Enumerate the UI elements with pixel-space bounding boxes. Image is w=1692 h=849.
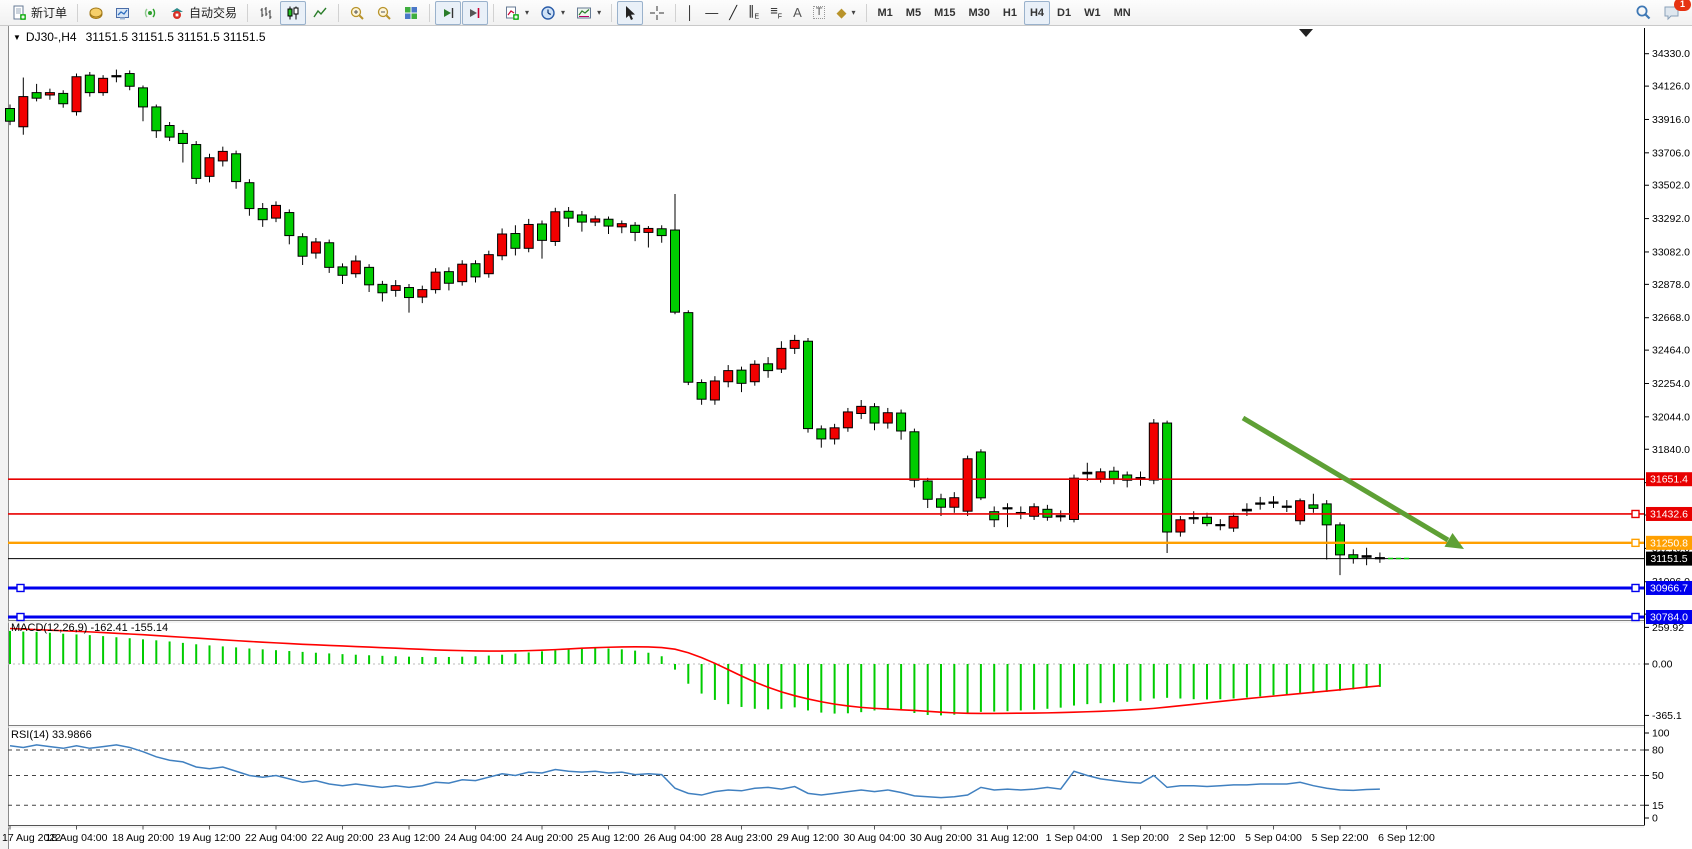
chart-shift-icon [470, 7, 480, 18]
time-axis[interactable] [8, 826, 1644, 849]
auto-trading-button[interactable]: 自动交易 [164, 1, 242, 25]
crosshair-icon [650, 5, 665, 20]
new-order-icon [13, 5, 26, 20]
charts-icon [116, 7, 130, 19]
cursor-button[interactable] [617, 0, 644, 25]
timeframe-h1[interactable]: H1 [1002, 6, 1017, 19]
zoom-in-icon [350, 6, 364, 20]
cursor-icon [626, 5, 636, 20]
channel-icon: ∥E [748, 3, 760, 21]
timeframe-mn[interactable]: MN [1113, 6, 1131, 19]
toolbar-separator [611, 3, 613, 22]
charts-button[interactable] [110, 1, 136, 25]
window-left-frame [0, 26, 9, 849]
channel-tool[interactable]: ∥E [743, 1, 764, 25]
fibonacci-tool[interactable]: ≡F [765, 1, 787, 25]
dropdown-arrow-icon: ▾ [561, 8, 566, 17]
timeframe-m15[interactable]: M15 [934, 6, 956, 19]
text-tool[interactable]: A [788, 1, 807, 25]
text-icon: A [793, 5, 802, 20]
profiles-icon [89, 7, 103, 19]
auto-trading-icon [171, 7, 184, 19]
horizontal-line-tool[interactable]: — [700, 1, 723, 25]
timeframe-d1[interactable]: D1 [1057, 6, 1072, 19]
vline-icon: │ [686, 5, 695, 20]
toolbar-separator [675, 3, 677, 22]
toolbar-separator [338, 3, 340, 22]
chart-shift-button[interactable] [462, 0, 489, 25]
crosshair-button[interactable] [644, 1, 670, 25]
notification-badge: 1 [1674, 0, 1691, 11]
chart-expander-icon[interactable]: ▼ [13, 33, 21, 42]
toolbar-separator [247, 3, 249, 22]
trendline-icon: ╱ [729, 5, 738, 20]
tile-windows-button[interactable] [398, 1, 424, 25]
line-chart-icon [313, 7, 327, 17]
new-order-label: 新订单 [31, 6, 68, 20]
toolbar-separator [77, 3, 79, 22]
auto-scroll-icon [444, 7, 454, 18]
profiles-button[interactable] [83, 1, 109, 25]
dropdown-arrow-icon: ▾ [597, 8, 602, 17]
candlestick-chart-icon [287, 6, 299, 19]
shapes-tool[interactable]: ◆ ▾ [831, 1, 860, 25]
auto-scroll-button[interactable] [435, 0, 462, 25]
new-order-button[interactable]: 新订单 [6, 1, 72, 25]
toolbar-separator [429, 3, 431, 22]
signals-button[interactable] [137, 1, 163, 25]
candlestick-chart-button[interactable] [280, 0, 307, 25]
bar-chart-icon [260, 6, 272, 19]
vertical-line-tool[interactable]: │ [681, 1, 699, 25]
label-tool[interactable]: T [808, 1, 831, 25]
zoom-out-icon [377, 6, 391, 20]
search-button[interactable] [1630, 1, 1657, 25]
timeframe-m5[interactable]: M5 [905, 6, 922, 19]
template-icon [577, 7, 592, 18]
add-indicator-button[interactable]: ▾ [499, 1, 534, 25]
chat-button[interactable]: 1 [1658, 0, 1691, 25]
price-axis[interactable] [1644, 26, 1692, 826]
bar-chart-button[interactable] [253, 1, 279, 25]
fibonacci-icon: ≡F [770, 3, 783, 21]
trendline-tool[interactable]: ╱ [724, 1, 742, 25]
hline-icon: — [705, 5, 719, 20]
shapes-icon: ◆ [836, 5, 847, 20]
zoom-out-button[interactable] [371, 1, 397, 25]
timeframe-m1[interactable]: M1 [877, 6, 893, 19]
signals-icon [144, 8, 156, 17]
zoom-in-button[interactable] [344, 1, 370, 25]
timeframe-w1[interactable]: W1 [1084, 6, 1101, 19]
label-icon: T [812, 6, 826, 19]
dropdown-arrow-icon: ▾ [525, 8, 530, 17]
line-chart-button[interactable] [307, 1, 333, 25]
timeframe-m30[interactable]: M30 [968, 6, 990, 19]
toolbar-separator [865, 3, 867, 22]
tile-windows-icon [405, 6, 418, 19]
chart-area[interactable] [8, 26, 1644, 826]
template-button[interactable]: ▾ [571, 1, 606, 25]
search-icon [1636, 5, 1651, 20]
toolbar: 新订单 [0, 0, 1692, 26]
toolbar-separator [493, 3, 495, 22]
add-indicator-icon [506, 6, 520, 20]
periods-button[interactable]: ▾ [535, 1, 570, 25]
dropdown-arrow-icon: ▾ [851, 8, 856, 17]
auto-trading-label: 自动交易 [189, 6, 238, 20]
timeframe-h4[interactable]: H4 [1023, 0, 1050, 25]
periods-icon [541, 5, 555, 20]
